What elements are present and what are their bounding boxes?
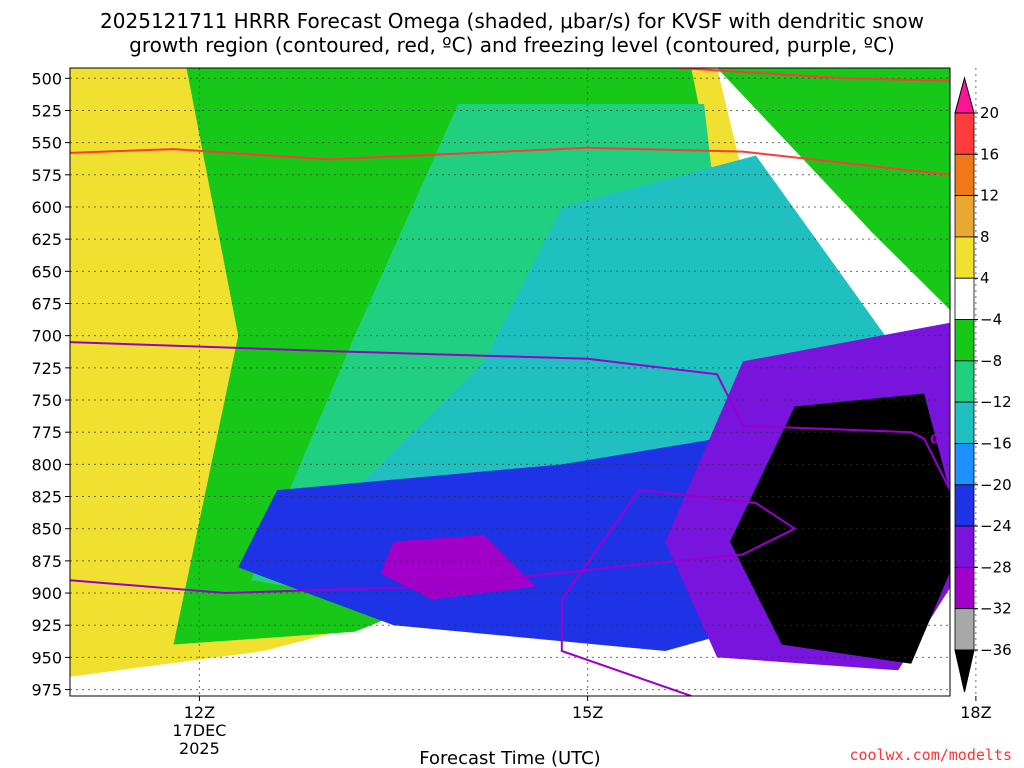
colorbar-segment bbox=[954, 608, 975, 651]
x-axis-label: Forecast Time (UTC) bbox=[419, 748, 600, 768]
colorbar-label: −4 bbox=[980, 311, 1002, 329]
y-tick-label: 775 bbox=[31, 423, 62, 442]
colorbar-label: 20 bbox=[980, 104, 999, 122]
colorbar-segment bbox=[954, 112, 975, 155]
y-tick-label: 575 bbox=[31, 166, 62, 185]
x-tick-label: 15Z bbox=[572, 703, 603, 722]
colorbar-segment bbox=[954, 360, 975, 403]
colorbar-segment bbox=[954, 566, 975, 610]
y-tick-label: 875 bbox=[31, 552, 62, 571]
freezing-contour-1-label: 0 bbox=[438, 581, 446, 595]
x-axis-time-ticks: 12Z17DEC202515Z18Z21Z00Z18DEC03Z bbox=[172, 696, 992, 758]
y-tick-label: 625 bbox=[31, 230, 62, 249]
x-tick-sublabel: 17DEC bbox=[172, 721, 226, 740]
plot-frame bbox=[69, 67, 951, 697]
dgz-contour-1 bbox=[70, 146, 950, 176]
colorbar-label: −32 bbox=[980, 600, 1012, 618]
grid-lines bbox=[70, 68, 977, 696]
y-tick-label: 825 bbox=[31, 488, 62, 507]
y-tick-label: 650 bbox=[31, 262, 62, 281]
colorbar-label: −28 bbox=[980, 558, 1012, 576]
omega-region-7 bbox=[730, 393, 950, 664]
colorbar-label: 4 bbox=[980, 269, 990, 287]
omega-region-6 bbox=[380, 535, 536, 600]
freezing-contour-1 bbox=[70, 489, 797, 696]
y-tick-label: 500 bbox=[31, 69, 62, 88]
y-tick-label: 725 bbox=[31, 359, 62, 378]
y-tick-label: 700 bbox=[31, 327, 62, 346]
colorbar-top-arrow bbox=[954, 76, 975, 114]
colorbar-legend: 20 16 12 8 4 −4 −8 −12 −16 −20 −24 −28 −32 −36 bbox=[954, 76, 1012, 693]
colorbar-segment bbox=[954, 484, 975, 527]
credit-text: coolwx.com/modelts bbox=[849, 746, 1012, 764]
x-tick-label: 18Z bbox=[960, 703, 991, 722]
colorbar-segment bbox=[954, 319, 975, 362]
chart-title-line-1: 2025121711 HRRR Forecast Omega (shaded, … bbox=[100, 9, 924, 33]
colorbar-segment bbox=[954, 443, 975, 486]
colorbar-label: 16 bbox=[980, 145, 999, 163]
y-tick-label: 850 bbox=[31, 520, 62, 539]
colorbar-label: −20 bbox=[980, 476, 1012, 494]
colorbar-segment bbox=[954, 401, 975, 444]
colorbar-label: 8 bbox=[980, 228, 990, 246]
x-tick-sublabel: 2025 bbox=[179, 739, 220, 758]
y-tick-label: 550 bbox=[31, 134, 62, 153]
plot-area bbox=[70, 68, 950, 696]
y-tick-label: 975 bbox=[31, 681, 62, 700]
y-tick-label: 525 bbox=[31, 101, 62, 120]
colorbar-segment bbox=[954, 277, 975, 320]
y-tick-label: 925 bbox=[31, 616, 62, 635]
colorbar-label: 12 bbox=[980, 187, 999, 205]
y-tick-label: 950 bbox=[31, 648, 62, 667]
colorbar-label: −16 bbox=[980, 434, 1012, 452]
colorbar-segment bbox=[954, 236, 975, 279]
y-axis-pressure-ticks: 500 525 550 575 600 625 650 675 700 725 750 775 800 8… bbox=[31, 69, 70, 700]
colorbar-bottom-arrow bbox=[954, 649, 975, 693]
freezing-contour-0 bbox=[70, 341, 950, 493]
colorbar-label: −24 bbox=[980, 517, 1012, 535]
chart-title-line-2: growth region (contoured, red, ºC) and f… bbox=[129, 33, 895, 57]
y-tick-label: 900 bbox=[31, 584, 62, 603]
colorbar-segment bbox=[954, 153, 975, 197]
colorbar-segment bbox=[954, 525, 975, 568]
colorbar-label: −36 bbox=[980, 641, 1012, 659]
y-tick-label: 600 bbox=[31, 198, 62, 217]
colorbar-label: −8 bbox=[980, 352, 1002, 370]
y-tick-label: 800 bbox=[31, 455, 62, 474]
omega-region-8 bbox=[717, 68, 950, 310]
y-tick-label: 750 bbox=[31, 391, 62, 410]
colorbar-label: −12 bbox=[980, 393, 1012, 411]
freezing-contour-0-label: 0 bbox=[930, 433, 938, 447]
x-tick-label: 12Z bbox=[184, 703, 215, 722]
y-tick-label: 675 bbox=[31, 295, 62, 314]
colorbar-segment bbox=[954, 195, 975, 238]
contour-lines: -12-1200 bbox=[70, 68, 950, 696]
